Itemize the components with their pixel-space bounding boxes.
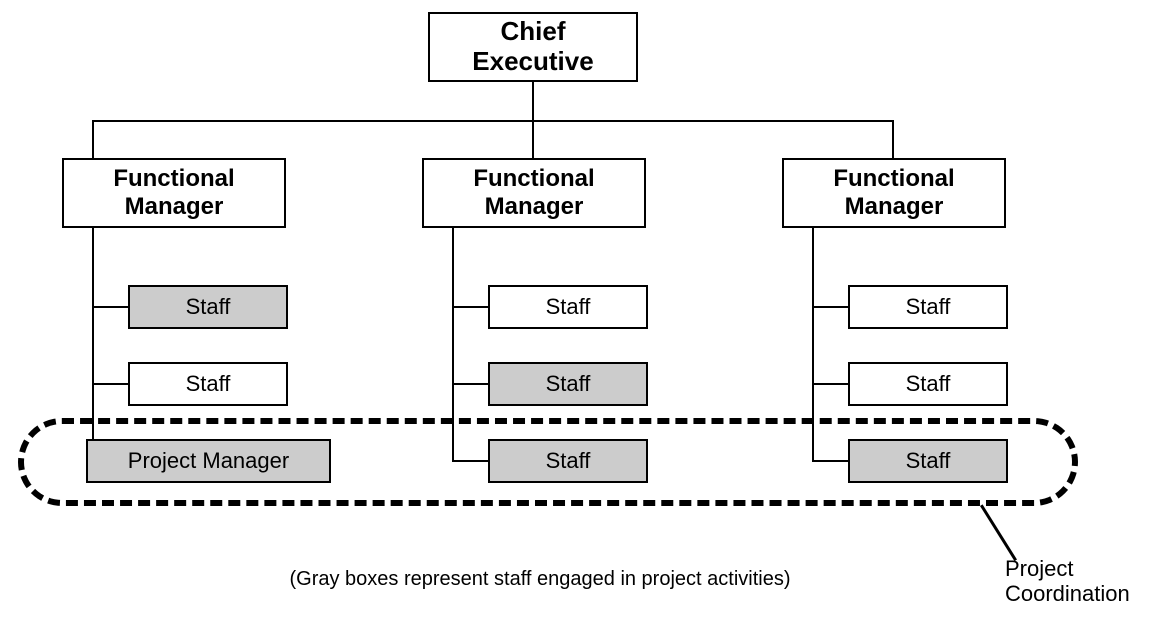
conn-fm2-r2 (452, 383, 488, 385)
node-staff-1-1: Staff (128, 285, 288, 329)
node-staff-2-3: Staff (488, 439, 648, 483)
node-functional-manager-1: Functional Manager (62, 158, 286, 228)
node-staff-3-3: Staff (848, 439, 1008, 483)
project-coordination-label: Project Coordination (1005, 556, 1130, 607)
node-project-manager: Project Manager (86, 439, 331, 483)
conn-fm3-r2 (812, 383, 848, 385)
node-staff-2-1: Staff (488, 285, 648, 329)
node-chief-executive: Chief Executive (428, 12, 638, 82)
node-staff-3-2: Staff (848, 362, 1008, 406)
conn-fm3-r1 (812, 306, 848, 308)
conn-fm1-r2 (92, 383, 128, 385)
conn-bus (92, 120, 894, 122)
conn-fm1-drop (92, 120, 94, 158)
org-chart-stage: Chief Executive Functional Manager Funct… (0, 0, 1152, 643)
callout-line (980, 504, 1017, 561)
conn-fm3-spine (812, 228, 814, 461)
conn-chief-down (532, 82, 534, 120)
node-functional-manager-3: Functional Manager (782, 158, 1006, 228)
conn-fm2-drop (532, 120, 534, 158)
node-functional-manager-2: Functional Manager (422, 158, 646, 228)
conn-fm1-spine (92, 228, 94, 461)
conn-fm3-drop (892, 120, 894, 158)
node-staff-1-2: Staff (128, 362, 288, 406)
node-staff-3-1: Staff (848, 285, 1008, 329)
conn-fm2-spine (452, 228, 454, 461)
conn-fm2-r1 (452, 306, 488, 308)
conn-fm1-r1 (92, 306, 128, 308)
legend-caption: (Gray boxes represent staff engaged in p… (240, 568, 840, 591)
conn-fm2-r3 (452, 460, 488, 462)
conn-fm3-r3 (812, 460, 848, 462)
node-staff-2-2: Staff (488, 362, 648, 406)
